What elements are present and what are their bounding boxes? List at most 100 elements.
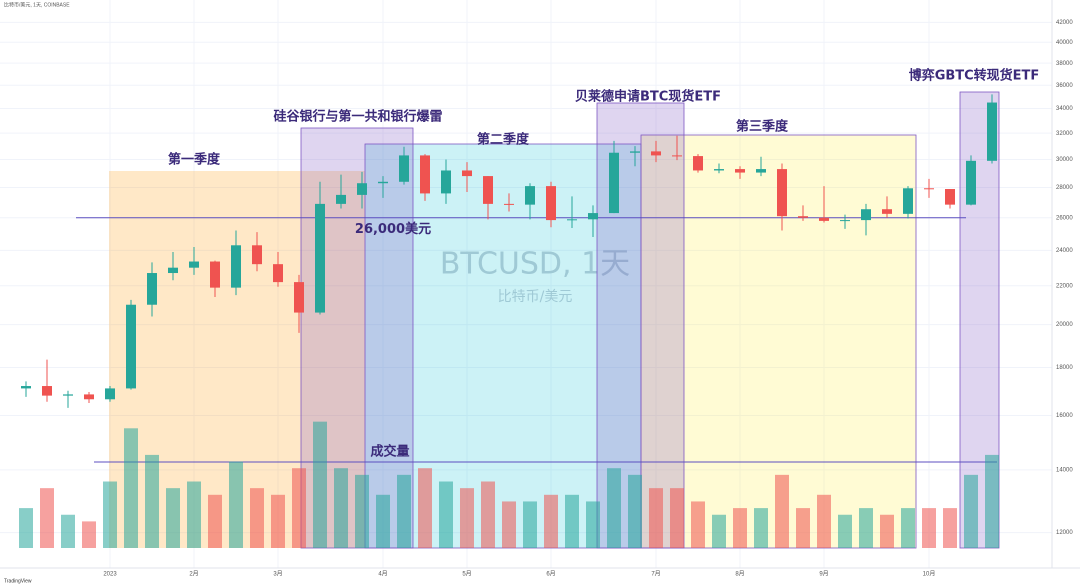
volume-bar — [754, 508, 768, 548]
candle-body — [147, 273, 157, 305]
volume-bar — [250, 488, 264, 548]
volume-bar — [838, 514, 852, 548]
volume-bar — [481, 481, 495, 548]
volume-bar — [40, 488, 54, 548]
y-tick-label: 14000 — [1056, 467, 1073, 473]
candle-body — [315, 203, 325, 313]
candle-body — [21, 386, 31, 389]
volume-bar — [334, 468, 348, 548]
candle-body — [819, 217, 829, 221]
watermark-title: BTCUSD, 1天 — [440, 247, 630, 282]
volume-bar — [187, 481, 201, 548]
y-tick-label: 12000 — [1056, 530, 1073, 536]
candle-body — [861, 209, 871, 221]
candle-body — [777, 169, 787, 217]
volume-bar — [418, 468, 432, 548]
candle-body — [588, 213, 598, 220]
candle-body — [420, 155, 430, 194]
y-tick-label: 34000 — [1056, 106, 1073, 112]
volume-bar — [817, 494, 831, 548]
candle-body — [126, 304, 136, 389]
candle-body — [630, 151, 640, 153]
candle-body — [546, 186, 556, 221]
candle-body — [966, 160, 976, 205]
volume-bar — [460, 488, 474, 548]
candle-body — [945, 189, 955, 205]
candle-body — [882, 209, 892, 214]
annotation: 第一季度 — [168, 152, 221, 168]
footer: TradingView — [4, 578, 32, 584]
x-tick-label: 4月 — [378, 571, 387, 578]
volume-bar — [859, 508, 873, 548]
candle-body — [357, 183, 367, 195]
volume-bar — [565, 494, 579, 548]
y-tick-label: 30000 — [1056, 157, 1073, 163]
volume-bar — [733, 508, 747, 548]
x-tick-label: 5月 — [462, 571, 471, 578]
candle-body — [441, 170, 451, 194]
candle-body — [672, 155, 682, 157]
volume-bar — [607, 468, 621, 548]
y-tick-label: 22000 — [1056, 283, 1073, 289]
volume-bar — [208, 494, 222, 548]
x-tick-label: 3月 — [273, 571, 282, 578]
candle-body — [609, 152, 619, 214]
candle-body — [567, 219, 577, 221]
candle-body — [273, 264, 283, 283]
volume-bar — [292, 468, 306, 548]
candle-body — [651, 151, 661, 156]
volume-bar — [502, 501, 516, 548]
volume-bar — [964, 474, 978, 548]
candle-body — [210, 261, 220, 288]
volume-bar — [691, 501, 705, 548]
volume-bar — [775, 474, 789, 548]
candle-body — [252, 245, 262, 265]
header: 比特币/美元, 1天, COINBASE — [4, 1, 70, 8]
candle-body — [525, 186, 535, 205]
x-tick-label: 10月 — [923, 571, 936, 578]
y-tick-label: 16000 — [1056, 413, 1073, 419]
y-tick-label: 20000 — [1056, 322, 1073, 328]
candle-body — [336, 194, 346, 204]
volume-bar — [145, 454, 159, 548]
volume-bar — [82, 521, 96, 548]
y-tick-label: 26000 — [1056, 215, 1073, 221]
volume-bar — [124, 428, 138, 548]
candle-body — [294, 282, 304, 313]
y-tick-label: 40000 — [1056, 40, 1073, 46]
volume-bar — [397, 474, 411, 548]
candle-body — [735, 169, 745, 173]
volume-bar — [880, 514, 894, 548]
candle-body — [924, 188, 934, 190]
volume-bar — [796, 508, 810, 548]
marks-layer: 26,000美元 — [19, 94, 999, 548]
annotation: 贝莱德申请BTC现货ETF — [575, 89, 721, 105]
candle-body — [231, 245, 241, 288]
volume-bar — [943, 508, 957, 548]
candle-body — [189, 261, 199, 268]
volume-bar — [628, 474, 642, 548]
candle-body — [105, 388, 115, 400]
volume-bar — [712, 514, 726, 548]
candle-body — [483, 176, 493, 204]
y-tick-label: 42000 — [1056, 20, 1073, 26]
x-tick-label: 7月 — [651, 571, 660, 578]
candle-body — [168, 267, 178, 274]
y-tick-label: 38000 — [1056, 61, 1073, 67]
candle-body — [903, 188, 913, 214]
x-tick-label: 6月 — [546, 571, 555, 578]
annotation: 第二季度 — [477, 132, 530, 148]
candle-body — [840, 220, 850, 222]
candle-body — [84, 394, 94, 400]
annotation: 第三季度 — [736, 119, 789, 135]
volume-bar — [439, 481, 453, 548]
candle-body — [714, 169, 724, 171]
volume-bar — [985, 454, 999, 548]
annotation: 成交量 — [370, 444, 409, 460]
volume-bar — [901, 508, 915, 548]
y-tick-label: 18000 — [1056, 365, 1073, 371]
price-line-label: 26,000美元 — [355, 221, 431, 237]
y-tick-label: 28000 — [1056, 185, 1073, 191]
x-tick-label: 2月 — [189, 571, 198, 578]
